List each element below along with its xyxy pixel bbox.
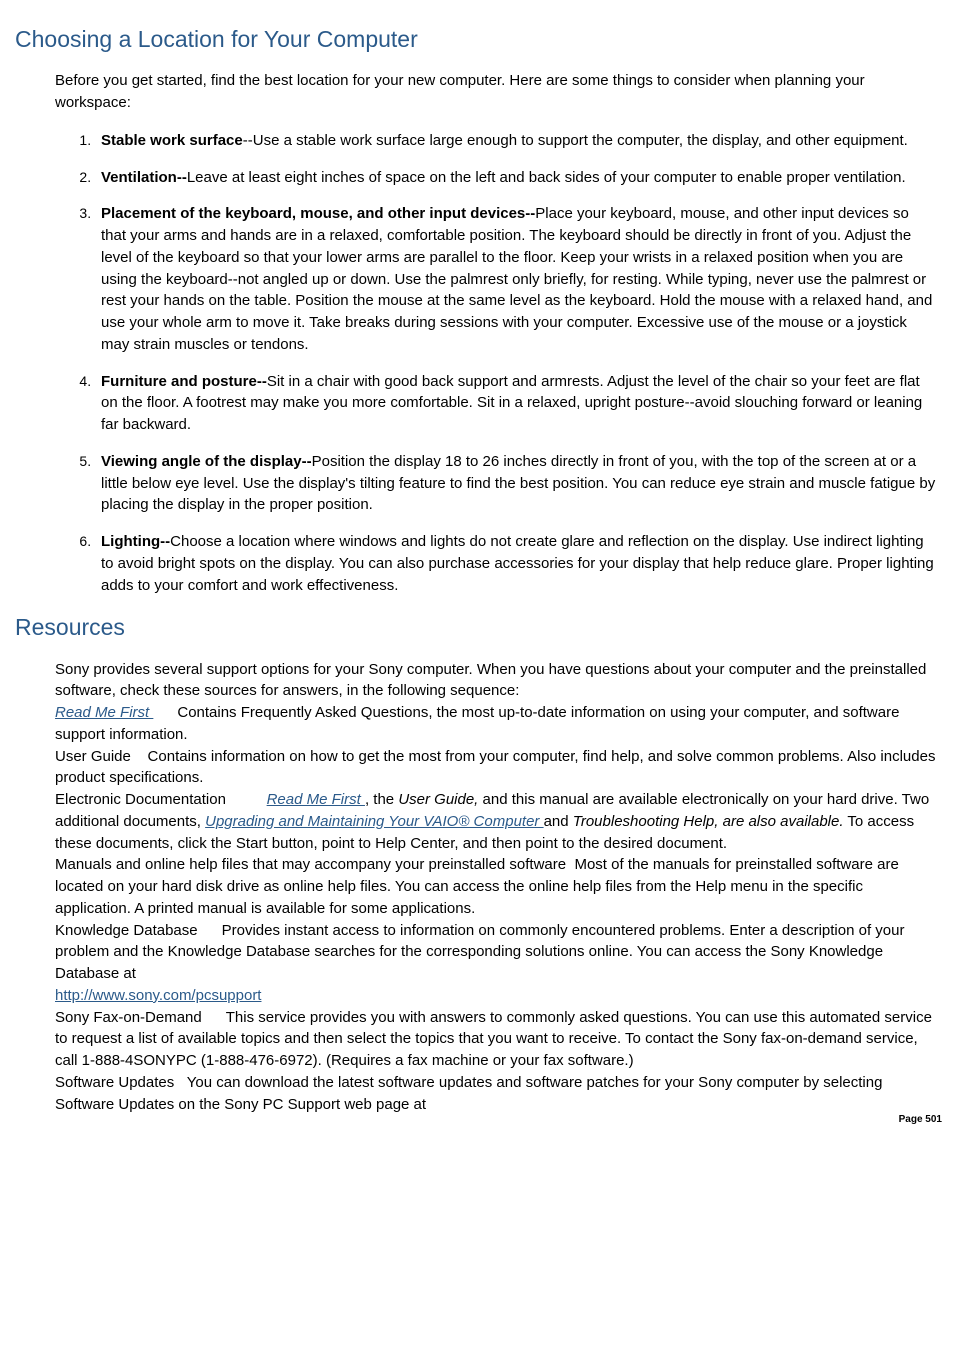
item-bold-label: Placement of the keyboard, mouse, and ot… bbox=[101, 205, 535, 222]
edoc-mid3: and bbox=[544, 813, 573, 830]
item-bold-label: Furniture and posture-- bbox=[101, 373, 267, 390]
userguide-text: Contains information on how to get the m… bbox=[55, 748, 935, 787]
edoc-mid1: , the bbox=[365, 791, 398, 808]
readme-first-link-2[interactable]: Read Me First bbox=[267, 791, 365, 808]
list-item-lighting: Lighting--Choose a location where window… bbox=[95, 531, 936, 596]
intro-paragraph: Before you get started, find the best lo… bbox=[55, 70, 936, 114]
edoc-troubleshoot-ital: Troubleshooting Help, are also available… bbox=[573, 813, 844, 830]
upgrading-vaio-link[interactable]: Upgrading and Maintaining Your VAIO® Com… bbox=[205, 813, 543, 830]
resource-software-updates: Software Updates You can download the la… bbox=[55, 1072, 936, 1116]
item-text: Choose a location where windows and ligh… bbox=[101, 533, 934, 594]
resource-readme: Read Me First Contains Frequently Asked … bbox=[55, 702, 936, 746]
sw-label: Software Updates bbox=[55, 1074, 174, 1091]
resource-userguide: User Guide Contains information on how t… bbox=[55, 746, 936, 790]
item-separator: -- bbox=[243, 132, 253, 149]
kb-label: Knowledge Database bbox=[55, 922, 198, 939]
item-text: Place your keyboard, mouse, and other in… bbox=[101, 205, 932, 353]
considerations-list: Stable work surface--Use a stable work s… bbox=[75, 130, 936, 597]
item-bold-label: Lighting-- bbox=[101, 533, 170, 550]
edoc-userguide-ital: User Guide, bbox=[398, 791, 478, 808]
item-text: Leave at least eight inches of space on … bbox=[187, 169, 906, 186]
resource-knowledge-db: Knowledge DatabaseProvides instant acces… bbox=[55, 920, 936, 1007]
resource-electronic-docs: Electronic Documentation Read Me First ,… bbox=[55, 789, 936, 854]
list-item-stable-surface: Stable work surface--Use a stable work s… bbox=[95, 130, 936, 152]
sw-text: You can download the latest software upd… bbox=[55, 1074, 882, 1113]
section-heading-location: Choosing a Location for Your Computer bbox=[15, 23, 936, 56]
list-item-placement: Placement of the keyboard, mouse, and ot… bbox=[95, 203, 936, 355]
sony-pcsupport-link[interactable]: http://www.sony.com/pcsupport bbox=[55, 987, 261, 1004]
readme-first-link[interactable]: Read Me First bbox=[55, 704, 153, 721]
list-item-furniture: Furniture and posture--Sit in a chair wi… bbox=[95, 371, 936, 436]
edoc-label: Electronic Documentation bbox=[55, 791, 226, 808]
page-number: Page 501 bbox=[899, 1113, 942, 1128]
item-bold-label: Stable work surface bbox=[101, 132, 243, 149]
resource-manuals: Manuals and online help files that may a… bbox=[55, 854, 936, 919]
manuals-label: Manuals and online help files that may a… bbox=[55, 856, 566, 873]
list-item-viewing-angle: Viewing angle of the display--Position t… bbox=[95, 451, 936, 516]
list-item-ventilation: Ventilation--Leave at least eight inches… bbox=[95, 167, 936, 189]
resource-fax-on-demand: Sony Fax-on-DemandThis service provides … bbox=[55, 1007, 936, 1072]
item-bold-label: Viewing angle of the display-- bbox=[101, 453, 312, 470]
userguide-label: User Guide bbox=[55, 748, 131, 765]
resources-body: Sony provides several support options fo… bbox=[55, 659, 936, 1116]
fax-label: Sony Fax-on-Demand bbox=[55, 1009, 202, 1026]
resources-intro: Sony provides several support options fo… bbox=[55, 659, 936, 703]
section-heading-resources: Resources bbox=[15, 611, 936, 644]
item-bold-label: Ventilation-- bbox=[101, 169, 187, 186]
item-text: Use a stable work surface large enough t… bbox=[253, 132, 908, 149]
readme-text: Contains Frequently Asked Questions, the… bbox=[55, 704, 899, 743]
